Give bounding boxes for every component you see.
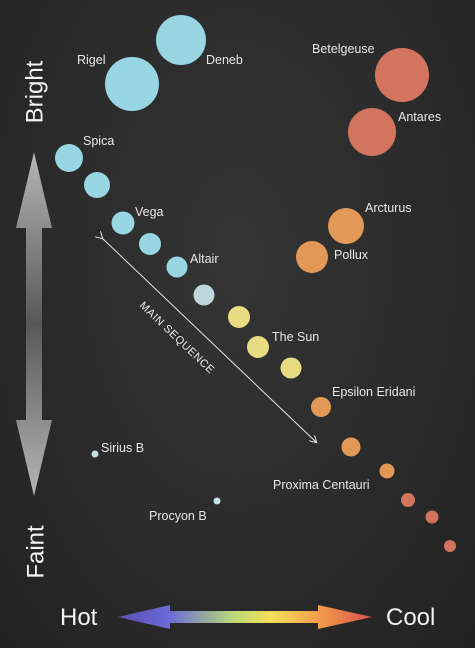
star-star-20 — [444, 540, 456, 552]
star-rigel — [105, 57, 159, 111]
star-vega — [111, 211, 135, 235]
star-star-7 — [139, 233, 161, 255]
bright-label: Bright — [21, 60, 49, 124]
star-star-9 — [193, 284, 215, 306]
star-label-pollux: Pollux — [334, 248, 369, 262]
star-star-18 — [401, 493, 415, 507]
brightness-arrow — [16, 152, 52, 496]
cool-label: Cool — [386, 604, 436, 631]
star-deneb — [156, 15, 206, 65]
faint-label: Faint — [22, 525, 50, 579]
star-label-arcturus: Arcturus — [365, 201, 412, 215]
star-star-10 — [228, 306, 250, 328]
star-antares — [348, 108, 396, 156]
star-label-sirius-b: Sirius B — [101, 441, 145, 455]
star-label-proxima-centauri: Proxima Centauri — [273, 478, 370, 492]
star-procyon-b — [213, 497, 221, 505]
star-altair — [166, 256, 188, 278]
star-epsilon-eridani — [311, 397, 331, 417]
star-label-deneb: Deneb — [206, 53, 243, 67]
star-spica — [55, 144, 83, 172]
star-betelgeuse — [375, 48, 429, 102]
star-arcturus — [328, 208, 364, 244]
star-star-12 — [280, 357, 302, 379]
star-proxima-centauri — [379, 463, 395, 479]
star-star-5 — [84, 172, 110, 198]
star-pollux — [296, 241, 328, 273]
star-label-procyon-b: Procyon B — [149, 509, 207, 523]
main-sequence-arrow — [102, 238, 316, 442]
star-label-altair: Altair — [190, 252, 219, 266]
star-star-19 — [425, 510, 439, 524]
star-label-vega: Vega — [135, 205, 164, 219]
star-sirius-b — [91, 450, 99, 458]
star-label-antares: Antares — [398, 110, 442, 124]
star-label-betelgeuse: Betelgeuse — [312, 42, 375, 56]
star-label-epsilon-eridani: Epsilon Eridani — [332, 385, 416, 399]
star-the-sun — [247, 336, 269, 358]
star-label-rigel: Rigel — [77, 53, 106, 67]
temperature-arrow — [118, 605, 372, 629]
star-label-the-sun: The Sun — [272, 330, 320, 344]
star-label-spica: Spica — [83, 134, 115, 148]
hot-label: Hot — [60, 604, 98, 631]
star-star-16 — [341, 437, 361, 457]
